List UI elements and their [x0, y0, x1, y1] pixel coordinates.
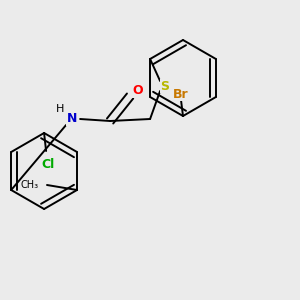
- Text: CH₃: CH₃: [21, 180, 39, 190]
- Text: Br: Br: [173, 88, 189, 100]
- Text: S: S: [160, 80, 169, 92]
- Text: N: N: [67, 112, 77, 125]
- Text: Cl: Cl: [41, 158, 55, 172]
- Text: H: H: [56, 104, 64, 114]
- Text: O: O: [133, 85, 143, 98]
